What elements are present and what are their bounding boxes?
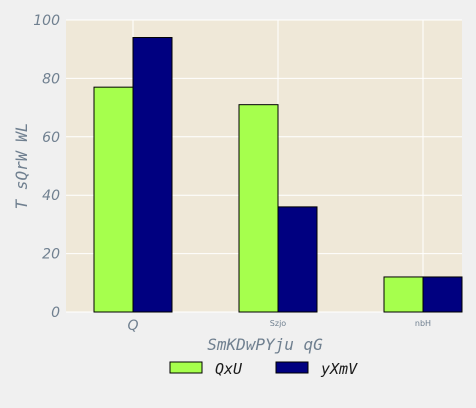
y-tick-label: 20 xyxy=(42,247,60,263)
bars xyxy=(93,37,463,313)
legend-label-yXmV: yXmV xyxy=(320,360,358,378)
x-tick-label: Szjo xyxy=(270,319,287,328)
bar-yXmV-Q xyxy=(132,37,173,313)
bar-yXmV-nbH xyxy=(422,276,463,313)
y-axis-ticks: 0 20 40 60 80 100 xyxy=(33,13,60,321)
x-axis-ticks: Q Szjo nbH xyxy=(127,318,431,334)
bar-QxU-nbH xyxy=(383,276,424,313)
bar-QxU-Szjo xyxy=(238,104,279,313)
y-tick-label: 60 xyxy=(42,130,60,146)
y-tick-label: 0 xyxy=(51,305,60,321)
bar-QxU-Q xyxy=(93,86,134,313)
y-tick-label: 80 xyxy=(42,71,60,87)
legend-swatch-yXmV xyxy=(275,361,309,374)
x-tick-label: nbH xyxy=(415,319,431,328)
bar-yXmV-Szjo xyxy=(277,206,318,313)
legend-swatch-QxU xyxy=(169,361,203,374)
legend-label-QxU: QxU xyxy=(215,360,243,378)
y-axis-label: T sQrW WL xyxy=(12,123,31,210)
legend: QxU yXmV xyxy=(169,360,358,378)
x-axis-label: SmKDwPYju qG xyxy=(207,335,323,354)
y-tick-label: 100 xyxy=(33,13,60,29)
y-tick-label: 40 xyxy=(42,188,60,204)
x-tick-label: Q xyxy=(127,318,138,334)
